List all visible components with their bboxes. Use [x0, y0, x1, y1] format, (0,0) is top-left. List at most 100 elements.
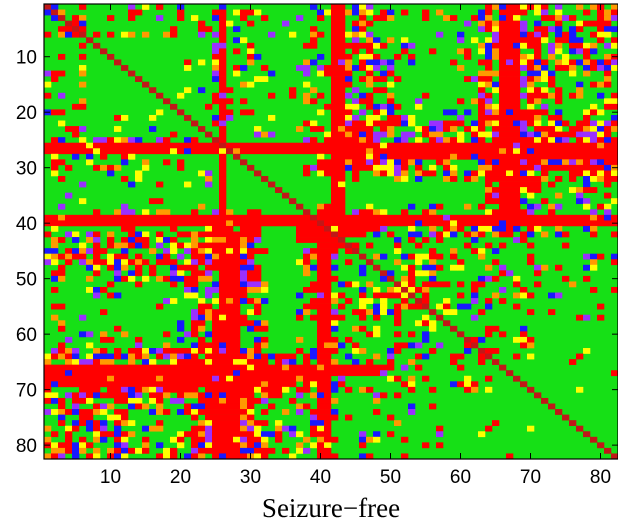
- heatmap-cell: [324, 286, 332, 293]
- heatmap-cell: [219, 292, 227, 299]
- heatmap-cell: [520, 31, 528, 38]
- heatmap-cell: [324, 9, 332, 16]
- heatmap-cell: [275, 353, 283, 360]
- heatmap-cell: [569, 159, 577, 166]
- heatmap-cell: [191, 309, 199, 316]
- heatmap-cell: [555, 48, 563, 55]
- heatmap-cell: [506, 159, 514, 166]
- heatmap-cell: [275, 375, 283, 382]
- heatmap-cell: [534, 31, 542, 38]
- heatmap-cell: [135, 214, 143, 221]
- heatmap-cell: [534, 270, 542, 277]
- heatmap-cell: [485, 331, 493, 338]
- heatmap-cell: [345, 153, 353, 160]
- heatmap-cell: [275, 386, 283, 393]
- heatmap-cell: [107, 164, 115, 171]
- heatmap-cell: [611, 231, 618, 238]
- heatmap-cell: [380, 103, 388, 110]
- heatmap-cell: [387, 348, 395, 354]
- heatmap-cell: [583, 148, 591, 155]
- heatmap-cell: [506, 48, 514, 55]
- heatmap-cell: [219, 203, 227, 210]
- heatmap-cell: [135, 381, 143, 388]
- heatmap-cell: [387, 214, 395, 221]
- heatmap-cell: [149, 375, 157, 382]
- heatmap-cell: [394, 331, 402, 338]
- heatmap-cell: [72, 392, 80, 399]
- heatmap-cell: [555, 109, 563, 116]
- heatmap-cell: [149, 114, 157, 121]
- heatmap-cell: [310, 303, 318, 310]
- heatmap-cell: [324, 65, 332, 71]
- heatmap-cell: [135, 386, 143, 393]
- heatmap-cell: [226, 242, 234, 249]
- heatmap-cell: [541, 131, 549, 138]
- heatmap-cell: [492, 137, 500, 144]
- heatmap-cell: [79, 253, 87, 260]
- heatmap-cell: [114, 137, 122, 144]
- heatmap-cell: [156, 231, 164, 238]
- heatmap-cell: [562, 153, 570, 160]
- x-tick-label: 70: [520, 467, 541, 488]
- heatmap-cell: [499, 164, 507, 171]
- heatmap-cell: [212, 325, 220, 332]
- heatmap-cell: [226, 403, 234, 410]
- heatmap-cell: [149, 270, 157, 277]
- heatmap-cell: [366, 331, 374, 338]
- heatmap-cell: [583, 153, 591, 160]
- heatmap-cell: [429, 386, 437, 393]
- heatmap-cell: [408, 42, 416, 49]
- heatmap-cell: [485, 214, 493, 221]
- heatmap-cell: [513, 209, 521, 216]
- heatmap-cell: [485, 181, 493, 188]
- heatmap-cell: [380, 59, 388, 66]
- heatmap-cell: [324, 425, 332, 432]
- heatmap-cell: [128, 70, 136, 77]
- heatmap-cell: [611, 9, 618, 16]
- heatmap-cell: [359, 98, 367, 105]
- heatmap-cell: [429, 164, 437, 171]
- heatmap-cell: [219, 176, 227, 182]
- heatmap-cell: [506, 148, 514, 155]
- heatmap-cell: [506, 187, 514, 193]
- heatmap-cell: [380, 164, 388, 171]
- heatmap-cell: [555, 409, 563, 415]
- heatmap-cell: [86, 375, 94, 382]
- heatmap-cell: [254, 225, 262, 232]
- heatmap-cell: [534, 98, 542, 105]
- heatmap-cell: [254, 431, 262, 438]
- heatmap-cell: [170, 397, 178, 404]
- heatmap-cell: [359, 15, 367, 21]
- heatmap-cell: [338, 126, 346, 132]
- heatmap-cell: [366, 31, 374, 38]
- heatmap-cell: [275, 431, 283, 438]
- heatmap-cell: [114, 414, 122, 421]
- heatmap-cell: [604, 176, 612, 182]
- heatmap-cell: [135, 242, 143, 249]
- heatmap-cell: [492, 187, 500, 193]
- heatmap-cell: [233, 298, 241, 304]
- heatmap-cell: [422, 298, 430, 304]
- heatmap-cell: [534, 176, 542, 182]
- heatmap-cell: [548, 70, 556, 77]
- heatmap-cell: [317, 370, 325, 377]
- heatmap-cell: [331, 342, 339, 349]
- heatmap-cell: [205, 292, 213, 299]
- heatmap-cell: [429, 259, 437, 266]
- heatmap-cell: [555, 220, 563, 227]
- heatmap-cell: [338, 203, 346, 210]
- heatmap-cell: [499, 92, 507, 99]
- heatmap-cell: [156, 392, 164, 399]
- heatmap-cell: [331, 26, 339, 33]
- heatmap-cell: [380, 70, 388, 77]
- heatmap-cell: [233, 65, 241, 71]
- heatmap-cell: [100, 392, 108, 399]
- heatmap-cell: [597, 9, 605, 16]
- heatmap-cell: [191, 353, 199, 360]
- heatmap-cell: [366, 137, 374, 144]
- heatmap-cell: [114, 264, 122, 271]
- heatmap-cell: [121, 209, 129, 216]
- heatmap-cell: [268, 447, 276, 454]
- heatmap-cell: [205, 170, 213, 177]
- heatmap-cell: [114, 142, 122, 149]
